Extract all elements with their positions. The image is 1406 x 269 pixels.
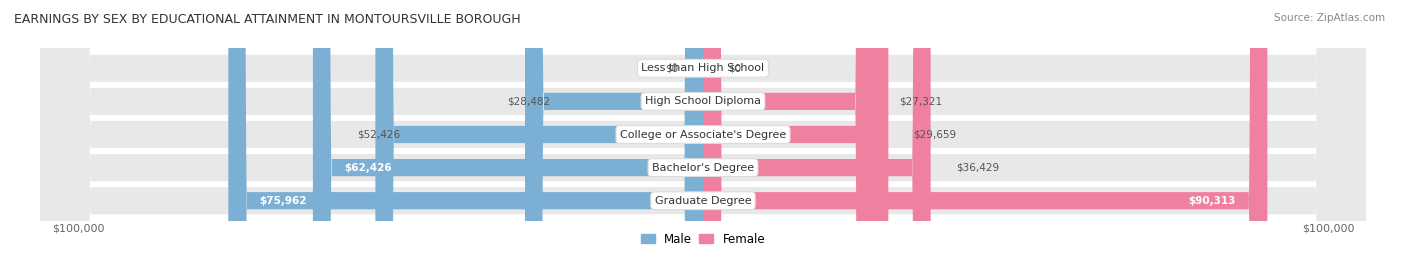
FancyBboxPatch shape xyxy=(703,0,873,269)
Text: $52,426: $52,426 xyxy=(357,129,401,140)
Text: $0: $0 xyxy=(728,63,741,73)
FancyBboxPatch shape xyxy=(703,0,931,269)
Legend: Male, Female: Male, Female xyxy=(641,233,765,246)
FancyBboxPatch shape xyxy=(703,0,1267,269)
FancyBboxPatch shape xyxy=(314,0,703,269)
Text: Graduate Degree: Graduate Degree xyxy=(655,196,751,206)
Text: $29,659: $29,659 xyxy=(914,129,956,140)
FancyBboxPatch shape xyxy=(41,0,1365,269)
FancyBboxPatch shape xyxy=(41,0,1365,269)
Text: EARNINGS BY SEX BY EDUCATIONAL ATTAINMENT IN MONTOURSVILLE BOROUGH: EARNINGS BY SEX BY EDUCATIONAL ATTAINMEN… xyxy=(14,13,520,26)
Text: $0: $0 xyxy=(665,63,678,73)
Text: $27,321: $27,321 xyxy=(898,96,942,107)
FancyBboxPatch shape xyxy=(41,0,1365,269)
Text: Less than High School: Less than High School xyxy=(641,63,765,73)
FancyBboxPatch shape xyxy=(41,0,1365,269)
Text: $75,962: $75,962 xyxy=(260,196,307,206)
Text: $36,429: $36,429 xyxy=(956,162,998,173)
Text: $90,313: $90,313 xyxy=(1188,196,1236,206)
Text: Source: ZipAtlas.com: Source: ZipAtlas.com xyxy=(1274,13,1385,23)
FancyBboxPatch shape xyxy=(375,0,703,269)
FancyBboxPatch shape xyxy=(41,0,1365,269)
Text: $28,482: $28,482 xyxy=(508,96,550,107)
Text: $62,426: $62,426 xyxy=(344,162,392,173)
FancyBboxPatch shape xyxy=(228,0,703,269)
Text: High School Diploma: High School Diploma xyxy=(645,96,761,107)
FancyBboxPatch shape xyxy=(703,0,889,269)
Text: College or Associate's Degree: College or Associate's Degree xyxy=(620,129,786,140)
FancyBboxPatch shape xyxy=(524,0,703,269)
Text: Bachelor's Degree: Bachelor's Degree xyxy=(652,162,754,173)
